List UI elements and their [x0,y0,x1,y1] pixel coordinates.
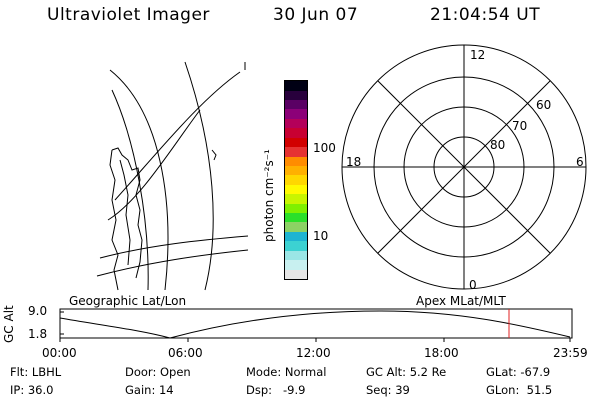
info-glat: GLat: -67.9 [486,365,551,379]
colorbar-segment [285,90,307,100]
colorbar-segment [285,156,307,166]
altitude-curve [59,310,571,339]
timeline-right-label: Apex MLat/MLT [416,294,506,308]
colorbar-tick-10: 10 [313,229,329,243]
colorbar-segment [285,250,307,261]
polar-diagonal-2 [377,80,551,254]
info-gc-alt: GC Alt: 5.2 Re [366,365,447,379]
colorbar-segment [285,260,307,270]
info-filter: Flt: LBHL [10,365,62,379]
colorbar-segment [285,128,307,138]
timeline-xtick-2359: 23:59 [553,346,588,360]
colorbar-tick-100: 100 [313,141,336,155]
colorbar-segment [285,194,307,204]
polar-lat-80: 80 [490,138,506,152]
polar-mlt-18: 18 [346,155,362,169]
colorbar-segment [285,147,307,157]
timeline-y-axis-label: GC Alt [2,305,16,343]
colorbar-segment [285,165,307,176]
timeline-ytick-1-8: 1.8 [28,327,48,341]
colorbar-segment [285,81,307,91]
colorbar-segment [285,99,307,110]
colorbar-segment [285,118,307,129]
colorbar-segment [285,213,307,223]
colorbar-segment [285,184,307,195]
polar-mlt-12: 12 [470,48,486,62]
colorbar-segment [285,137,307,148]
timeline-xtick-1800: 18:00 [424,346,459,360]
date-label: 30 Jun 07 [273,5,359,25]
instrument-title: Ultraviolet Imager [47,5,210,25]
colorbar-segment [285,241,307,251]
colorbar-segment [285,175,307,185]
colorbar-segment [285,222,307,232]
polar-mlt-0: 0 [469,278,477,292]
polar-lat-60: 60 [536,98,552,112]
info-door: Door: Open [125,365,191,379]
info-gain: Gain: 14 [125,383,174,397]
colorbar-segment [285,109,307,119]
time-label: 21:04:54 UT [430,5,541,25]
colorbar [284,80,308,280]
info-seq: Seq: 39 [366,383,410,397]
colorbar-segment [285,231,307,242]
info-ip: IP: 36.0 [10,383,54,397]
info-mode: Mode: Normal [246,365,327,379]
colorbar-segment [285,269,307,279]
timeline-xtick-0600: 06:00 [168,346,203,360]
timeline-xtick-0000: 00:00 [42,346,77,360]
colorbar-segment [285,203,307,214]
timeline-xtick-1200: 12:00 [296,346,331,360]
timeline-left-label: Geographic Lat/Lon [69,294,187,308]
polar-lat-70: 70 [512,119,528,133]
timeline-ytick-9: 9.0 [28,304,48,318]
polar-mlt-6: 6 [576,155,584,169]
info-glon: GLon: 51.5 [486,383,553,397]
info-dsp: Dsp: -9.9 [246,383,306,397]
